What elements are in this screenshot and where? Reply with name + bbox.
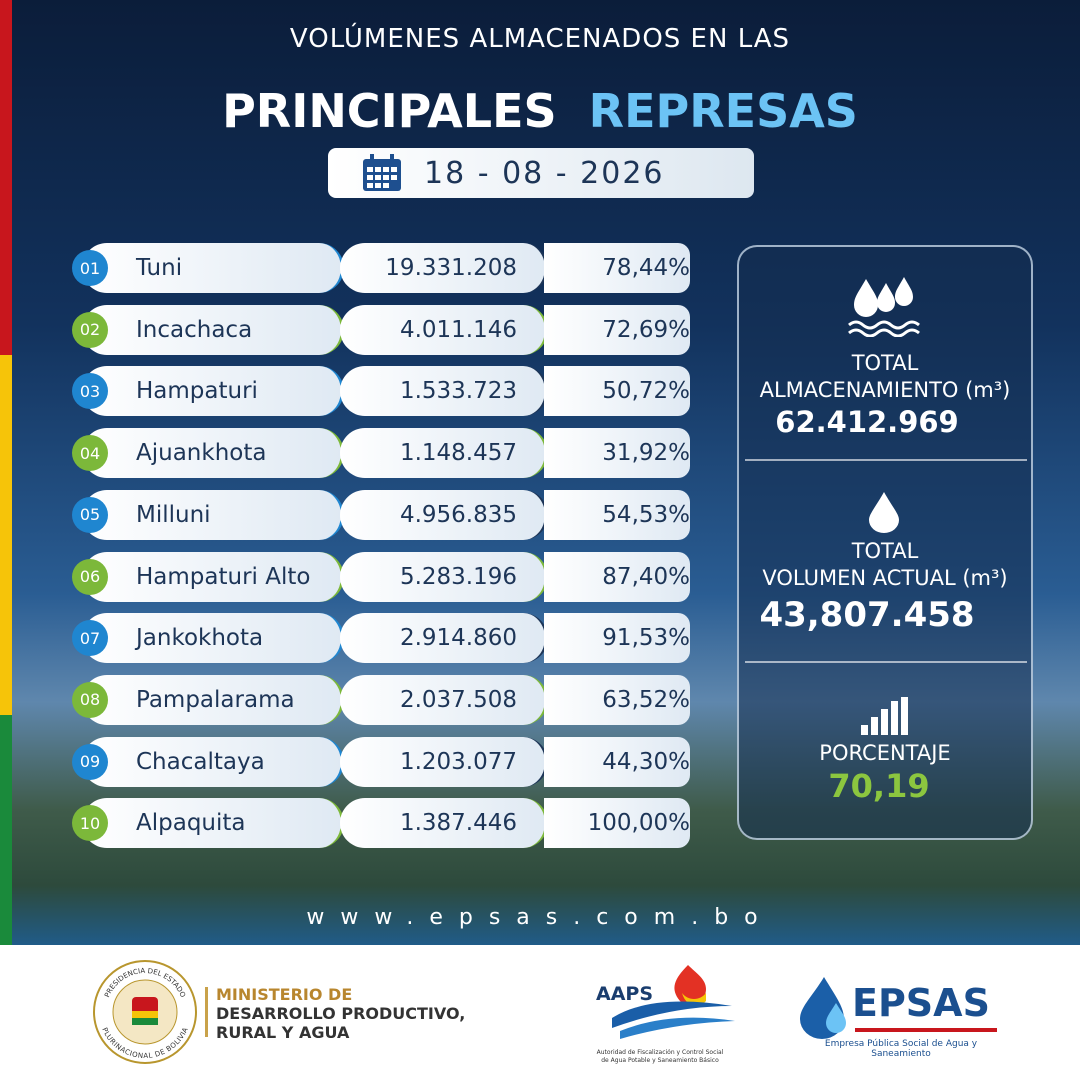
row-number: 05	[72, 496, 108, 533]
table-row: 09 Chacaltaya 1.203.077 44,30%	[72, 736, 692, 787]
percent-label: PORCENTAJE	[819, 741, 951, 765]
ministry: MINISTERIO DE DESARROLLO PRODUCTIVO, RUR…	[216, 985, 465, 1042]
percent-value: 70,19	[828, 767, 930, 805]
row-volume: 1.148.457	[340, 428, 548, 479]
row-number: 02	[72, 311, 108, 348]
epsas-bar	[855, 1028, 997, 1032]
row-percent: 44,30%	[544, 736, 690, 787]
water-icon	[848, 277, 920, 337]
table-row: 04 Ajuankhota 1.148.457 31,92%	[72, 428, 692, 479]
aaps-name: AAPS	[596, 983, 654, 1005]
row-percent: 63,52%	[544, 674, 690, 725]
epsas-drop	[800, 977, 846, 1039]
row-name: Hampaturi	[82, 366, 344, 417]
row-volume: 19.331.208	[340, 243, 548, 293]
row-number: 08	[72, 681, 108, 718]
row-number: 06	[72, 558, 108, 595]
table-row: 03 Hampaturi 1.533.723 50,72%	[72, 366, 692, 417]
row-volume: 4.956.835	[340, 489, 548, 540]
row-name: Chacaltaya	[82, 736, 344, 787]
row-volume: 1.203.077	[340, 736, 548, 787]
ministry-line: DESARROLLO PRODUCTIVO,	[216, 1004, 466, 1023]
row-number: 07	[72, 620, 108, 657]
row-name: Alpaquita	[82, 798, 344, 849]
flag-red	[0, 0, 12, 355]
caption-line: de Agua Potable y Saneamiento Básico	[601, 1057, 719, 1064]
date: 18 - 08 - 2026	[424, 155, 665, 191]
table-row: 08 Pampalarama 2.037.508 63,52%	[72, 674, 692, 725]
ministry-line: RURAL Y AGUA	[216, 1023, 350, 1042]
row-volume: 5.283.196	[340, 551, 548, 602]
seal: PRESIDENCIA DEL ESTADO PLURINACIONAL DE …	[93, 960, 197, 1064]
footer: PRESIDENCIA DEL ESTADO PLURINACIONAL DE …	[0, 945, 1080, 1080]
title: PRINCIPALES REPRESAS	[0, 84, 1080, 138]
storage-label: ALMACENAMIENTO (m³)	[759, 378, 1011, 402]
row-number: 10	[72, 805, 108, 842]
summary-panel: TOTAL ALMACENAMIENTO (m³) 62.412.969 TOT…	[737, 245, 1033, 840]
row-name: Jankokhota	[82, 613, 344, 664]
row-name: Pampalarama	[82, 674, 344, 725]
table-row: 07 Jankokhota 2.914.860 91,53%	[72, 613, 692, 664]
table-row: 05 Milluni 4.956.835 54,53%	[72, 489, 692, 540]
row-percent: 72,69%	[544, 304, 690, 355]
aaps-caption: Autoridad de Fiscalización y Control Soc…	[580, 1049, 740, 1065]
divider	[745, 661, 1027, 663]
row-percent: 91,53%	[544, 613, 690, 664]
volume-label: TOTAL	[851, 539, 919, 563]
table-row: 10 Alpaquita 1.387.446 100,00%	[72, 798, 692, 849]
caption-line: Autoridad de Fiscalización y Control Soc…	[596, 1049, 724, 1056]
row-name: Hampaturi Alto	[82, 551, 344, 602]
table-row: 02 Incachaca 4.011.146 72,69%	[72, 304, 692, 355]
website[interactable]: www.epsas.com.bo	[306, 905, 774, 930]
drop-icon	[869, 492, 899, 533]
row-name: Milluni	[82, 489, 344, 540]
row-name: Tuni	[82, 243, 344, 293]
flag-yellow	[0, 355, 12, 715]
row-number: 09	[72, 743, 108, 780]
table-row: 01 Tuni 19.331.208 78,44%	[72, 243, 692, 293]
epsas-name: EPSAS	[852, 981, 990, 1025]
row-volume: 2.914.860	[340, 613, 548, 664]
epsas-caption: Empresa Pública Social de Agua y Saneami…	[824, 1039, 978, 1059]
table-row: 06 Hampaturi Alto 5.283.196 87,40%	[72, 551, 692, 602]
flag-green	[0, 715, 12, 945]
row-name: Ajuankhota	[82, 428, 344, 479]
row-percent: 31,92%	[544, 428, 690, 479]
storage-label: TOTAL	[851, 351, 919, 375]
row-volume: 2.037.508	[340, 674, 548, 725]
calendar-icon	[363, 154, 401, 191]
volume-value: 43,807.458	[759, 595, 975, 635]
row-percent: 87,40%	[544, 551, 690, 602]
row-volume: 4.011.146	[340, 304, 548, 355]
row-percent: 50,72%	[544, 366, 690, 417]
row-volume: 1.533.723	[340, 366, 548, 417]
volume-label: VOLUMEN ACTUAL (m³)	[762, 566, 1008, 590]
date-box: 18 - 08 - 2026	[328, 148, 754, 198]
title-word: REPRESAS	[588, 84, 858, 138]
ministry-line: MINISTERIO DE	[216, 985, 353, 1004]
row-number: 04	[72, 435, 108, 472]
divider	[745, 459, 1027, 461]
row-percent: 100,00%	[544, 798, 690, 849]
row-number: 01	[72, 250, 108, 286]
bars-icon	[861, 697, 908, 735]
aaps-logo	[612, 965, 735, 1039]
row-percent: 54,53%	[544, 489, 690, 540]
row-number: 03	[72, 373, 108, 410]
title-word: PRINCIPALES	[222, 84, 557, 138]
row-volume: 1.387.446	[340, 798, 548, 849]
storage-value: 62.412.969	[775, 405, 959, 439]
row-name: Incachaca	[82, 304, 344, 355]
row-percent: 78,44%	[544, 243, 690, 293]
divider	[205, 987, 208, 1037]
title-line: VOLÚMENES ALMACENADOS EN LAS	[289, 24, 791, 54]
